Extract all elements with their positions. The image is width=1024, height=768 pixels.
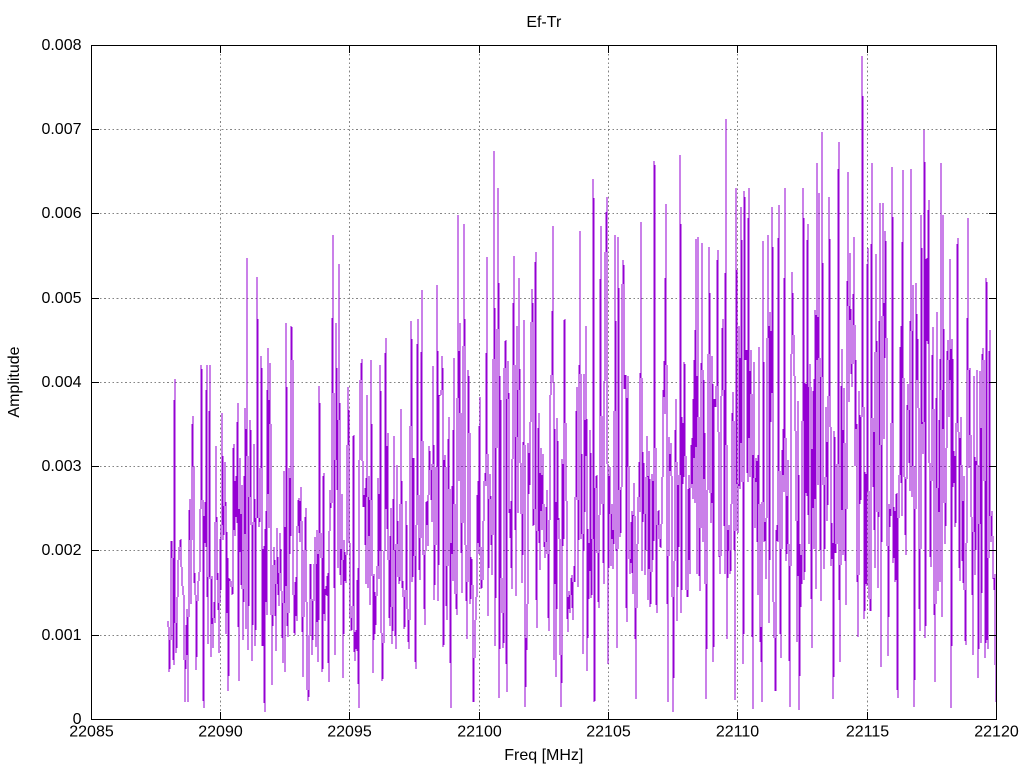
- svg-text:0: 0: [73, 711, 82, 728]
- svg-text:22090: 22090: [198, 724, 243, 741]
- svg-text:Ef-Tr: Ef-Tr: [526, 14, 562, 31]
- svg-text:Amplitude: Amplitude: [6, 346, 23, 417]
- svg-text:0.004: 0.004: [41, 374, 81, 391]
- svg-text:22085: 22085: [69, 724, 114, 741]
- svg-text:0.005: 0.005: [41, 290, 81, 307]
- svg-text:Freq [MHz]: Freq [MHz]: [504, 747, 583, 764]
- svg-text:22095: 22095: [327, 724, 372, 741]
- svg-text:0.002: 0.002: [41, 542, 81, 559]
- svg-text:0.006: 0.006: [41, 205, 81, 222]
- svg-text:22100: 22100: [457, 724, 502, 741]
- svg-text:0.008: 0.008: [41, 37, 81, 54]
- svg-text:22120: 22120: [974, 724, 1019, 741]
- svg-text:0.003: 0.003: [41, 458, 81, 475]
- svg-text:22110: 22110: [716, 724, 759, 741]
- svg-text:22105: 22105: [586, 724, 631, 741]
- svg-text:0.001: 0.001: [41, 627, 81, 644]
- svg-text:0.007: 0.007: [41, 121, 81, 138]
- svg-text:22115: 22115: [846, 724, 889, 741]
